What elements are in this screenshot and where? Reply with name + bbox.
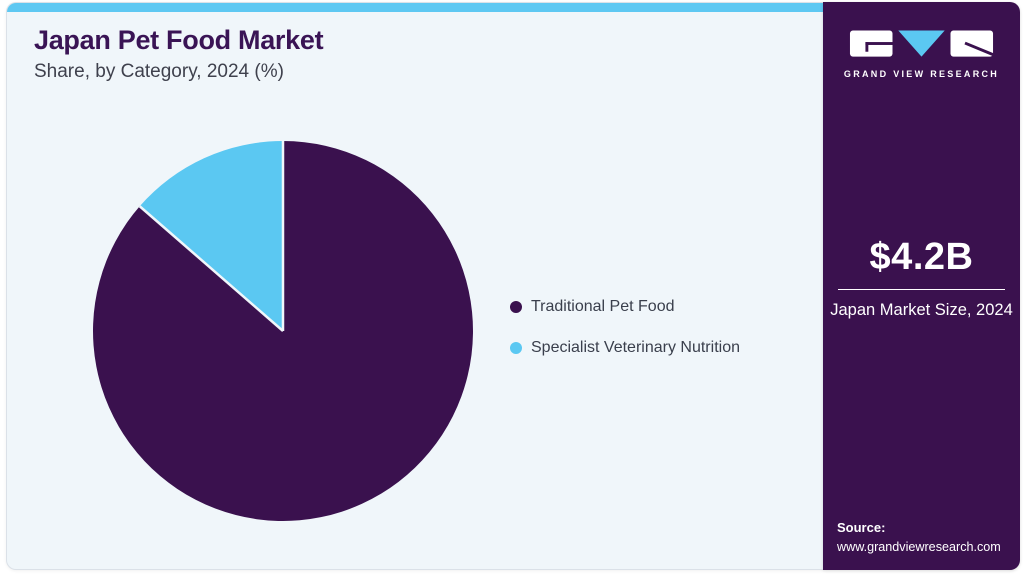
stat-divider: [838, 289, 1005, 290]
legend-label: Specialist Veterinary Nutrition: [531, 339, 740, 356]
market-size-value: $4.2B: [869, 236, 974, 278]
market-size-label: Japan Market Size, 2024: [830, 301, 1013, 319]
brand-logo-text: GRAND VIEW RESEARCH: [843, 69, 1000, 79]
chart-header: Japan Pet Food Market Share, by Category…: [34, 25, 324, 83]
legend-swatch: [510, 301, 522, 313]
grand-view-research-logo-icon: [849, 30, 994, 57]
top-accent-bar: [7, 3, 823, 12]
legend-swatch: [510, 342, 522, 354]
source-url-link[interactable]: www.grandviewresearch.com: [837, 540, 1001, 554]
brand-logo: GRAND VIEW RESEARCH: [823, 29, 1020, 79]
source-label: Source:: [837, 520, 886, 535]
chart-panel: Japan Pet Food Market Share, by Category…: [6, 2, 823, 570]
chart-legend: Traditional Pet Food Specialist Veterina…: [510, 298, 740, 380]
market-size-block: $4.2B Japan Market Size, 2024: [823, 236, 1020, 321]
pie-chart: [92, 141, 473, 521]
brand-sidebar: GRAND VIEW RESEARCH $4.2B Japan Market S…: [823, 2, 1020, 570]
legend-item: Specialist Veterinary Nutrition: [510, 339, 740, 357]
legend-label: Traditional Pet Food: [531, 298, 675, 315]
page-subtitle: Share, by Category, 2024 (%): [34, 61, 284, 83]
page-title: Japan Pet Food Market: [34, 25, 324, 55]
source-block: Source: www.grandviewresearch.com: [837, 520, 1001, 556]
legend-item: Traditional Pet Food: [510, 298, 740, 316]
